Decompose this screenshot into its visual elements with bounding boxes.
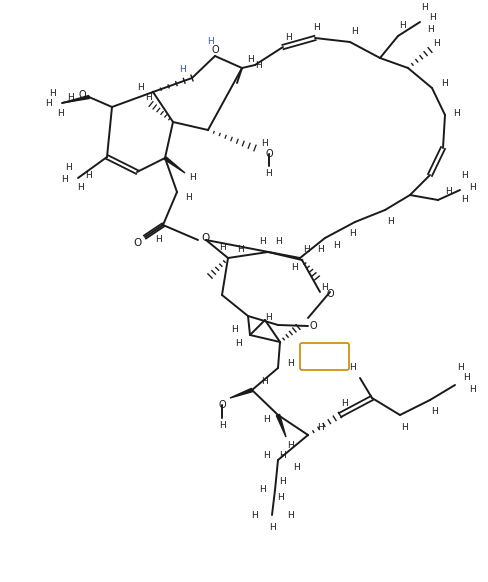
Text: H: H — [67, 94, 73, 102]
Text: H: H — [334, 242, 340, 250]
Text: H: H — [402, 423, 408, 431]
Text: H: H — [237, 246, 244, 254]
Text: O: O — [78, 90, 86, 100]
Text: H: H — [49, 88, 55, 98]
Text: H: H — [462, 171, 468, 179]
Text: Abs: Abs — [314, 352, 334, 362]
Text: H: H — [235, 339, 242, 347]
Text: H: H — [457, 363, 464, 371]
Text: H: H — [280, 477, 286, 487]
Text: H: H — [280, 450, 286, 460]
Text: H: H — [277, 494, 284, 502]
Text: H: H — [185, 193, 192, 201]
Text: H: H — [285, 33, 291, 41]
Text: O: O — [326, 289, 334, 299]
Text: H: H — [321, 283, 327, 293]
Text: H: H — [260, 485, 266, 495]
Text: O: O — [202, 233, 210, 243]
Text: H: H — [268, 523, 275, 531]
Text: H: H — [421, 2, 427, 12]
Text: H: H — [262, 139, 268, 147]
Text: H: H — [304, 246, 310, 254]
Polygon shape — [230, 388, 253, 398]
Text: H: H — [348, 364, 355, 372]
Text: H: H — [286, 359, 293, 367]
Text: H: H — [138, 83, 144, 91]
Text: H: H — [286, 510, 293, 520]
Text: H: H — [263, 416, 269, 424]
Text: H: H — [445, 187, 451, 197]
Text: H: H — [232, 325, 238, 335]
Text: H: H — [441, 79, 447, 87]
Text: H: H — [84, 171, 91, 179]
Text: O: O — [218, 400, 226, 410]
Text: H: H — [263, 450, 269, 460]
Text: H: H — [275, 237, 282, 247]
Text: H: H — [462, 196, 468, 204]
Text: H: H — [317, 423, 324, 431]
Text: H: H — [145, 94, 152, 102]
Text: H: H — [314, 23, 321, 33]
Text: H: H — [431, 407, 438, 417]
Text: H: H — [264, 313, 271, 321]
Text: H: H — [156, 235, 163, 243]
Text: H: H — [386, 218, 393, 226]
Text: H: H — [464, 372, 470, 381]
Text: H: H — [286, 441, 293, 449]
Text: H: H — [261, 378, 267, 386]
Text: H: H — [64, 164, 71, 172]
Text: H: H — [179, 66, 185, 74]
Text: O: O — [211, 45, 219, 55]
Text: H: H — [206, 37, 213, 47]
Text: H: H — [352, 27, 358, 37]
Text: O: O — [309, 321, 317, 331]
Polygon shape — [164, 157, 185, 173]
Text: H: H — [190, 173, 196, 183]
Text: H: H — [349, 229, 356, 239]
Text: H: H — [293, 463, 299, 473]
Text: O: O — [133, 238, 141, 248]
Text: H: H — [255, 62, 262, 70]
Text: H: H — [454, 108, 460, 118]
Text: H: H — [61, 176, 67, 184]
Text: H: H — [342, 399, 348, 407]
Polygon shape — [62, 95, 89, 103]
Text: H: H — [400, 22, 407, 30]
Text: H: H — [428, 12, 435, 22]
FancyBboxPatch shape — [300, 343, 349, 370]
Text: H: H — [251, 510, 257, 520]
Text: H: H — [433, 38, 439, 48]
Polygon shape — [276, 414, 286, 437]
Text: H: H — [219, 421, 225, 430]
Text: H: H — [260, 237, 266, 247]
Text: H: H — [469, 385, 476, 395]
Text: H: H — [468, 183, 475, 193]
Text: O: O — [265, 149, 273, 159]
Text: H: H — [317, 246, 324, 254]
Text: H: H — [292, 264, 298, 272]
Text: H: H — [265, 169, 272, 178]
Text: H: H — [77, 183, 83, 193]
Text: H: H — [246, 55, 253, 65]
Text: H: H — [427, 26, 433, 34]
Text: H: H — [44, 100, 51, 108]
Text: H: H — [220, 243, 226, 253]
Text: H: H — [58, 108, 64, 118]
